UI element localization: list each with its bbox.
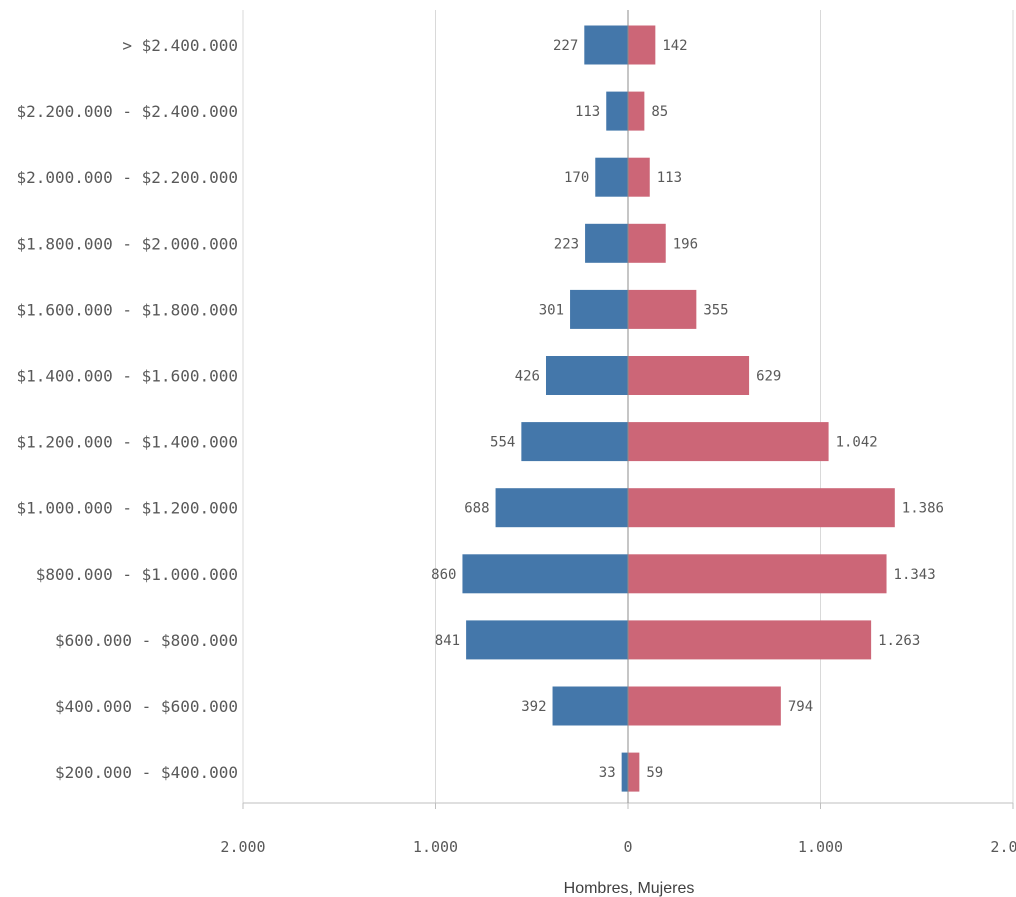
bar-left — [606, 91, 628, 131]
category-label: > $2.400.000 — [122, 36, 238, 55]
x-tick-label: 1.000 — [798, 838, 843, 856]
data-label: 426 — [515, 369, 540, 385]
data-label: 1.343 — [894, 567, 936, 583]
data-label: 59 — [646, 765, 663, 781]
bar-right — [628, 25, 656, 65]
category-label: $400.000 - $600.000 — [55, 697, 238, 716]
labels: > $2.400.000 227 142 $2.200.000 - $2.400.00… — [16, 36, 944, 782]
data-label: 794 — [788, 699, 813, 715]
bars — [462, 25, 895, 792]
bar-left — [495, 488, 628, 528]
x-tick-label: 2.000 — [990, 838, 1016, 856]
bar-right — [628, 554, 887, 594]
x-tick-label: 0 — [623, 838, 632, 856]
bar-right — [628, 488, 895, 528]
bar-right — [628, 91, 645, 131]
category-label: $600.000 - $800.000 — [55, 631, 238, 650]
category-label: $1.800.000 - $2.000.000 — [16, 234, 238, 253]
data-label: 301 — [539, 302, 564, 318]
data-label: 33 — [599, 765, 616, 781]
bar-left — [595, 157, 628, 197]
data-label: 227 — [553, 38, 578, 54]
data-label: 392 — [521, 699, 546, 715]
bar-left — [584, 25, 628, 65]
bar-right — [628, 223, 666, 263]
category-label: $1.400.000 - $1.600.000 — [16, 367, 238, 386]
x-tick-label: 1.000 — [413, 838, 458, 856]
bar-left — [462, 554, 628, 594]
data-label: 1.386 — [902, 501, 944, 517]
data-label: 629 — [756, 369, 781, 385]
category-label: $1.000.000 - $1.200.000 — [16, 499, 238, 518]
bar-left — [521, 422, 628, 462]
data-label: 85 — [651, 104, 668, 120]
bar-right — [628, 157, 650, 197]
data-label: 113 — [575, 104, 600, 120]
data-label: 841 — [435, 633, 460, 649]
category-label: $1.200.000 - $1.400.000 — [16, 433, 238, 452]
category-label: $1.600.000 - $1.800.000 — [16, 300, 238, 319]
data-label: 113 — [657, 170, 682, 186]
bar-left — [570, 289, 628, 329]
bar-left — [585, 223, 628, 263]
data-label: 196 — [673, 236, 698, 252]
bar-right — [628, 356, 750, 395]
x-tick-label: 2.000 — [220, 838, 265, 856]
bar-right — [628, 686, 781, 726]
x-axis: 2.000 1.000 0 1.000 2.000 — [220, 10, 1016, 856]
data-label: 688 — [464, 501, 489, 517]
bar-left — [545, 356, 628, 395]
data-label: 860 — [431, 567, 456, 583]
x-axis-title: Hombres, Mujeres — [564, 880, 695, 897]
bar-right — [628, 422, 829, 462]
data-label: 554 — [490, 435, 515, 451]
data-label: 1.042 — [836, 435, 878, 451]
data-label: 355 — [703, 302, 728, 318]
bar-left — [621, 752, 628, 792]
bar-left — [466, 620, 628, 660]
bar-right — [628, 752, 640, 792]
category-label: $2.200.000 - $2.400.000 — [16, 102, 238, 121]
bar-left — [552, 686, 628, 726]
category-label: $2.000.000 - $2.200.000 — [16, 168, 238, 187]
data-label: 1.263 — [878, 633, 920, 649]
bar-right — [628, 289, 697, 329]
gridlines — [242, 10, 1014, 803]
data-label: 170 — [564, 170, 589, 186]
data-label: 223 — [554, 236, 579, 252]
category-label: $800.000 - $1.000.000 — [36, 565, 238, 584]
bar-right — [628, 620, 872, 660]
category-label: $200.000 - $400.000 — [55, 763, 238, 782]
data-label: 142 — [662, 38, 687, 54]
